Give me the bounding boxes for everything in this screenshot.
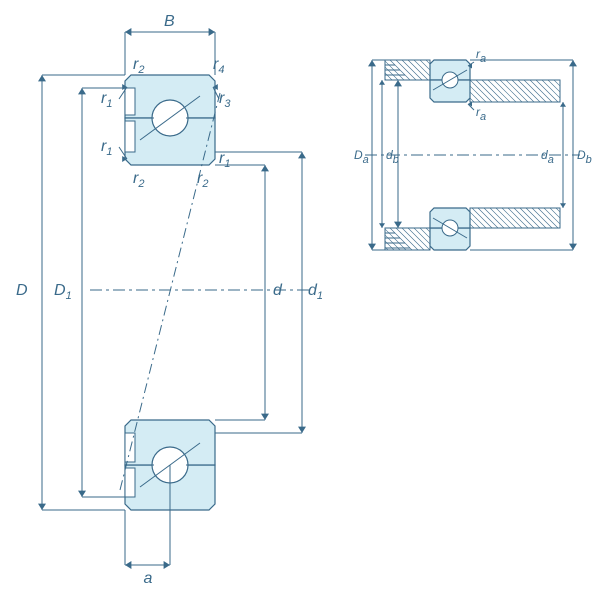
label-r2-bot: r2 — [133, 170, 144, 190]
label-ra-top: ra — [476, 47, 486, 65]
label-da: da — [541, 148, 554, 166]
label-r2-top: r2 — [133, 56, 144, 76]
label-r1-r: r1 — [219, 150, 230, 170]
label-d1: d1 — [308, 282, 323, 302]
label-Da: Da — [354, 148, 369, 166]
label-a: a — [144, 570, 153, 587]
label-d: d — [273, 282, 283, 299]
label-D1: D1 — [54, 282, 72, 302]
label-db: db — [386, 148, 399, 166]
label-r3: r3 — [219, 90, 231, 110]
label-D: D — [16, 282, 28, 299]
label-B: B — [164, 13, 175, 30]
label-Db: Db — [577, 148, 592, 166]
main-bearing-section: BaDD1dd1r2r4r1r3r1r1r2r2 — [16, 13, 323, 587]
label-r2-br: r2 — [197, 170, 208, 190]
label-ra-bot: ra — [476, 105, 486, 123]
label-r1-ul: r1 — [101, 90, 112, 110]
label-r1-ll: r1 — [101, 138, 112, 158]
